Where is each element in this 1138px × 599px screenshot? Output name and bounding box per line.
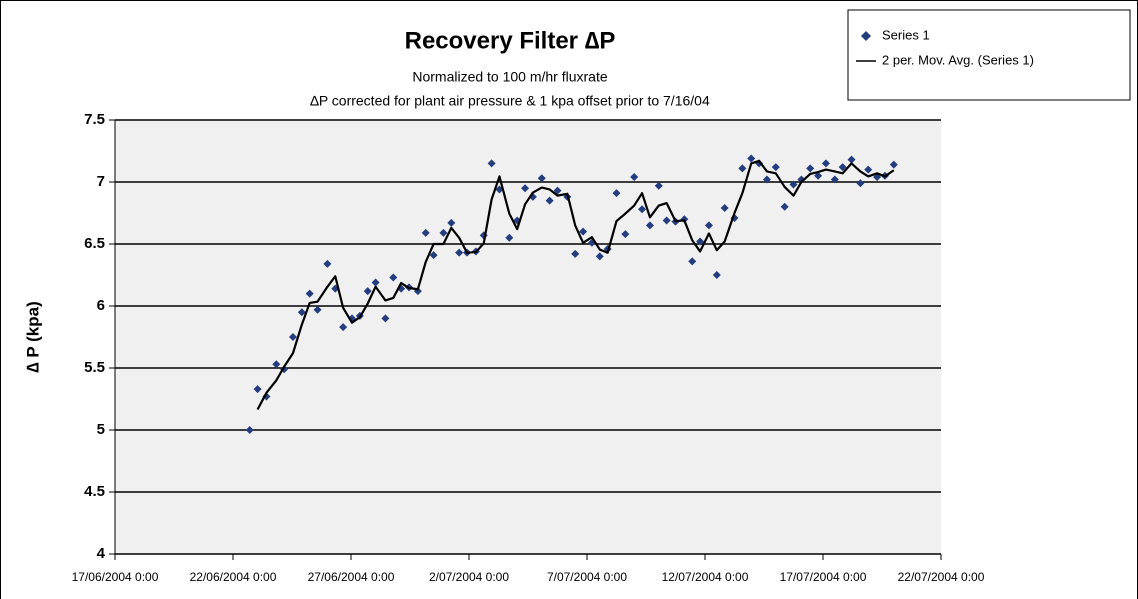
y-tick-label: 7	[97, 173, 105, 190]
x-tick-label: 17/07/2004 0:00	[780, 570, 867, 584]
data-point	[429, 251, 438, 260]
data-point	[838, 163, 847, 172]
chart-title: Recovery Filter ∆P	[405, 27, 616, 54]
data-point	[654, 181, 663, 190]
data-point	[638, 205, 647, 214]
data-point	[339, 323, 348, 332]
chart-subtitle: Normalized to 100 m/hr fluxrate	[412, 69, 608, 85]
data-point	[447, 218, 456, 227]
x-tick-label: 22/06/2004 0:00	[190, 570, 277, 584]
data-point	[696, 237, 705, 246]
data-point	[579, 227, 588, 236]
data-point	[821, 159, 830, 168]
x-tick-label: 12/07/2004 0:00	[662, 570, 749, 584]
data-point	[505, 233, 514, 242]
data-point	[371, 278, 380, 287]
data-point	[487, 159, 496, 168]
data-point	[323, 259, 332, 268]
data-point	[571, 249, 580, 258]
data-point	[720, 204, 729, 213]
data-point	[712, 271, 721, 279]
data-point	[288, 333, 297, 341]
data-point	[253, 385, 262, 394]
x-tick-label: 17/06/2004 0:00	[72, 570, 159, 584]
data-point	[612, 189, 621, 198]
data-point	[738, 164, 747, 173]
data-point	[363, 287, 372, 296]
data-point	[621, 230, 630, 239]
data-point	[297, 308, 306, 317]
data-point	[830, 175, 839, 184]
data-point	[814, 171, 823, 180]
data-point	[272, 360, 281, 369]
data-point	[704, 221, 713, 230]
data-point	[762, 175, 771, 184]
data-point	[305, 289, 314, 298]
data-point	[630, 173, 639, 182]
y-tick-label: 5.5	[84, 359, 105, 376]
data-point	[545, 196, 554, 205]
data-point	[847, 155, 856, 164]
y-tick-label: 4	[97, 545, 106, 562]
plot-area	[115, 120, 941, 554]
legend-marker	[861, 31, 871, 41]
y-tick-label: 5	[97, 421, 105, 438]
data-point	[389, 273, 398, 282]
data-point	[688, 257, 697, 266]
data-point	[595, 252, 604, 261]
chart-subtitle: ∆P corrected for plant air pressure & 1 …	[310, 93, 710, 109]
y-tick-label: 4.5	[84, 483, 105, 500]
data-point	[864, 165, 873, 174]
data-point	[381, 314, 390, 323]
y-axis-label: ∆ P (kpa)	[23, 301, 42, 373]
data-point	[455, 248, 464, 257]
x-tick-label: 27/06/2004 0:00	[308, 570, 395, 584]
data-point	[806, 164, 815, 173]
data-point	[856, 179, 865, 188]
legend-label: 2 per. Mov. Avg. (Series 1)	[882, 52, 1034, 67]
data-point	[439, 228, 448, 237]
legend-box	[847, 9, 1131, 101]
data-point	[421, 228, 430, 237]
data-point	[771, 163, 780, 172]
trend-line	[256, 159, 895, 411]
data-point	[780, 202, 789, 211]
data-point	[662, 216, 671, 225]
data-point	[747, 154, 756, 163]
data-point	[521, 184, 530, 193]
data-point	[789, 180, 798, 189]
data-point	[313, 305, 322, 314]
data-point	[645, 221, 654, 230]
y-tick-label: 7.5	[84, 111, 105, 128]
data-point	[245, 426, 254, 434]
legend-label: Series 1	[882, 27, 930, 42]
x-tick-label: 2/07/2004 0:00	[429, 570, 509, 584]
data-point	[537, 174, 546, 183]
x-tick-label: 7/07/2004 0:00	[547, 570, 627, 584]
y-tick-label: 6	[97, 297, 105, 314]
y-tick-label: 6.5	[84, 235, 105, 252]
data-point	[889, 160, 898, 169]
x-tick-label: 22/07/2004 0:00	[898, 570, 985, 584]
